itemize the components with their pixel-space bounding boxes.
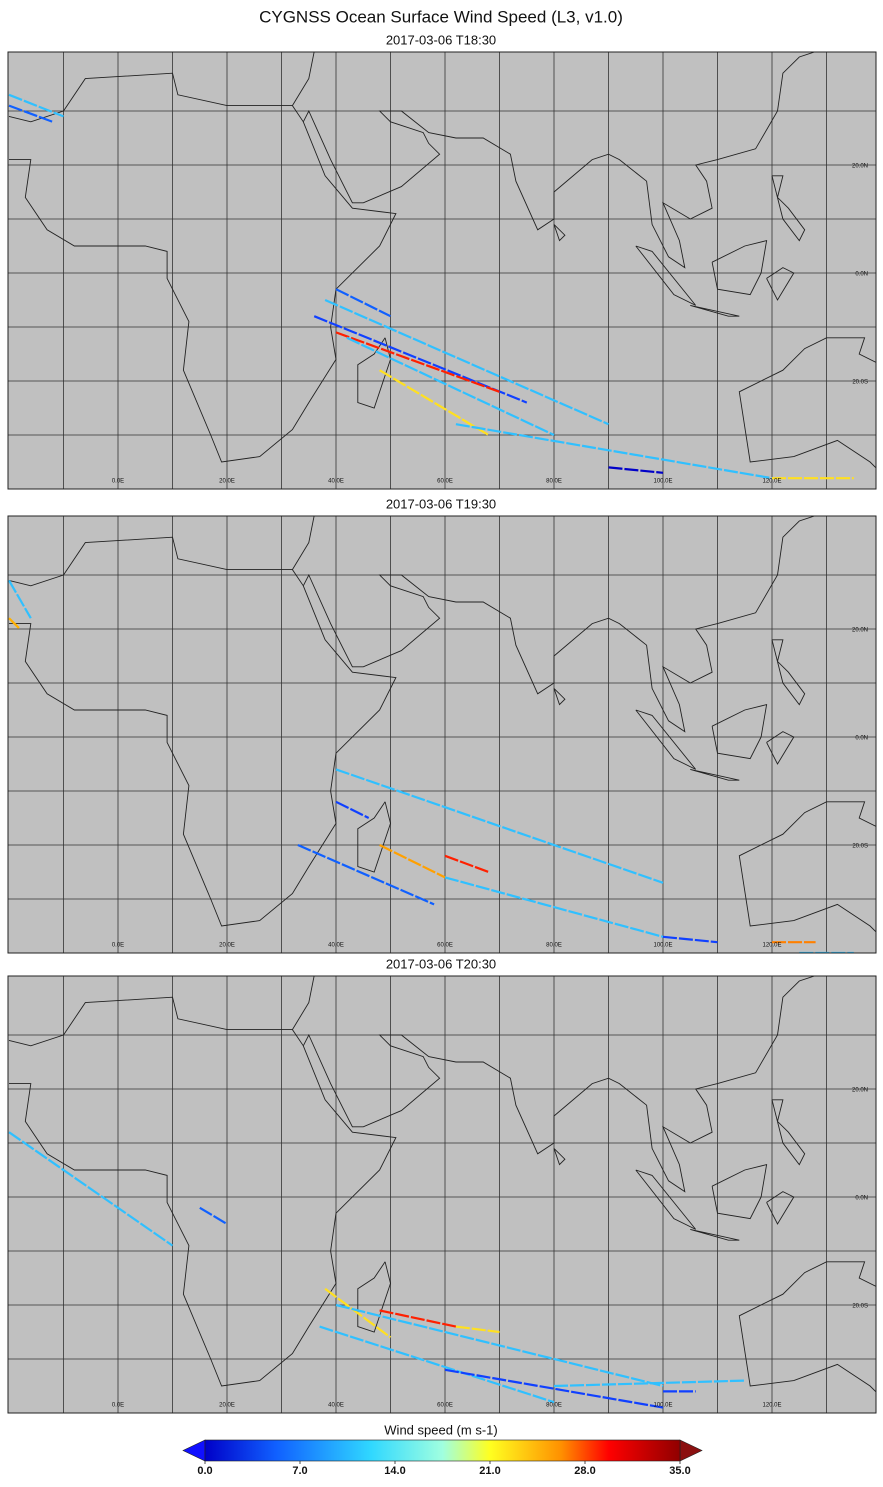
ocean: [8, 516, 876, 953]
wind-swath: [313, 315, 528, 404]
wind-swath: [608, 466, 664, 474]
colorbar-tick-label: 21.0: [479, 1465, 500, 1477]
lat-label: 20.0N: [852, 1088, 868, 1094]
lon-label: 20.0E: [219, 1403, 235, 1409]
wind-swath: [335, 331, 500, 393]
coastline: [8, 516, 876, 933]
lon-label: 100.0E: [653, 479, 672, 485]
panel-frame: [7, 975, 877, 1414]
wind-swath: [662, 935, 718, 944]
map-panel: 0.0E 20.0E 40.0E 60.0E 80.0E 100.0E 120.0E 20.0…: [7, 51, 877, 490]
wind-swath: [324, 1287, 392, 1339]
colorbar-tick-label: 14.0: [384, 1465, 405, 1477]
lon-label: 40.0E: [328, 1403, 344, 1409]
panel-frame: [7, 51, 877, 490]
lon-label: 20.0E: [219, 479, 235, 485]
lon-label: 40.0E: [328, 943, 344, 949]
lon-label: 100.0E: [653, 943, 672, 949]
wind-swath: [8, 104, 53, 123]
colorbar-tick-label: 7.0: [292, 1465, 307, 1477]
lat-label: 20.0S: [852, 380, 868, 386]
lon-label: 60.0E: [437, 479, 453, 485]
panel-time: 2017-03-06 T19:30: [386, 496, 496, 511]
wind-swath: [444, 854, 489, 874]
colorbar-tick-label: 28.0: [574, 1465, 595, 1477]
wind-swath: [297, 843, 435, 906]
wind-swath: [346, 336, 555, 436]
panel-time: 2017-03-06 T20:30: [386, 956, 496, 971]
colorbar: [204, 1439, 681, 1462]
lon-label: 60.0E: [437, 1403, 453, 1409]
lat-label: 20.0S: [852, 844, 868, 850]
lon-label: 20.0E: [219, 943, 235, 949]
lon-label: 0.0E: [112, 479, 124, 485]
lat-label: 0.0N: [855, 736, 868, 742]
colorbar-label: Wind speed (m s-1): [384, 1422, 497, 1437]
wind-swath: [8, 579, 32, 619]
coastline: [8, 976, 876, 1393]
wind-swath: [379, 369, 490, 436]
lat-label: 0.0N: [855, 272, 868, 278]
coastline: [8, 52, 876, 469]
ocean: [8, 52, 876, 489]
map-panel: 0.0E 20.0E 40.0E 60.0E 80.0E 100.0E 120.0E 20.0…: [7, 515, 877, 954]
wind-swath: [324, 298, 609, 426]
lon-label: 60.0E: [437, 943, 453, 949]
panel-time: 2017-03-06 T18:30: [386, 32, 496, 47]
lat-label: 0.0N: [855, 1196, 868, 1202]
map-content: [8, 516, 876, 953]
colorbar-tick-label: 0.0: [197, 1465, 212, 1477]
lon-label: 40.0E: [328, 479, 344, 485]
wind-swath: [379, 1309, 457, 1328]
lat-label: 20.0S: [852, 1304, 868, 1310]
lon-label: 120.0E: [762, 943, 781, 949]
map-content: [8, 52, 876, 489]
panel-frame: [7, 515, 877, 954]
ocean: [8, 976, 876, 1413]
wind-swath: [335, 800, 370, 819]
wind-swath: [319, 1325, 555, 1404]
wind-swath: [335, 288, 391, 318]
colorbar-tick-label: 35.0: [669, 1465, 690, 1477]
wind-swath: [379, 844, 446, 879]
lat-label: 20.0N: [852, 628, 868, 634]
lon-label: 80.0E: [546, 943, 562, 949]
lon-label: 0.0E: [112, 943, 124, 949]
wind-swath: [8, 93, 64, 118]
map-content: [8, 976, 876, 1413]
lon-label: 120.0E: [762, 479, 781, 485]
wind-swath: [444, 1368, 664, 1409]
wind-swath: [335, 1303, 664, 1388]
wind-swath: [8, 617, 21, 630]
lat-label: 20.0N: [852, 164, 868, 170]
lon-label: 100.0E: [653, 1403, 672, 1409]
figure-title: CYGNSS Ocean Surface Wind Speed (L3, v1.…: [259, 7, 623, 26]
lon-label: 80.0E: [546, 1403, 562, 1409]
wind-swath: [455, 1325, 500, 1334]
lon-label: 80.0E: [546, 479, 562, 485]
wind-swath: [455, 423, 773, 480]
wind-swath: [8, 1131, 174, 1247]
map-panel: 0.0E 20.0E 40.0E 60.0E 80.0E 100.0E 120.0E 20.0…: [7, 975, 877, 1414]
wind-swath: [199, 1206, 228, 1225]
lon-label: 120.0E: [762, 1403, 781, 1409]
lon-label: 0.0E: [112, 1403, 124, 1409]
wind-swath: [335, 768, 664, 884]
wind-swath: [444, 876, 664, 938]
